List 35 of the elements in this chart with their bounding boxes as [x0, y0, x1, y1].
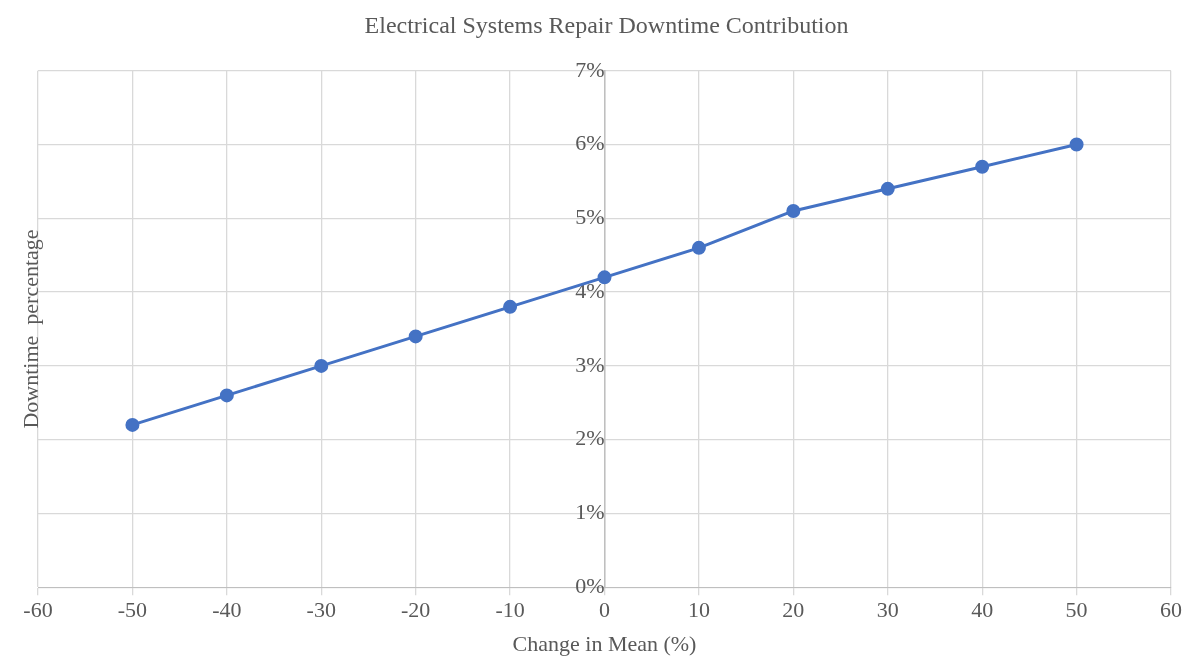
point [975, 159, 990, 174]
point [597, 270, 612, 285]
point [408, 329, 423, 344]
x-tick-label: -20 [401, 597, 431, 623]
point [691, 240, 706, 255]
y-tick-label: 7% [575, 56, 605, 82]
y-tick-label: 2% [575, 425, 605, 451]
x-tick-label: -40 [212, 597, 242, 623]
point [219, 388, 234, 403]
x-tick-label: 10 [687, 597, 710, 623]
x-tick-label: 50 [1065, 597, 1088, 623]
x-tick-label: -60 [23, 597, 53, 623]
y-tick-label: 6% [575, 130, 605, 156]
x-axis-title: Change in Mean (%) [512, 630, 697, 656]
y-tick-label: 5% [575, 204, 605, 230]
point [880, 181, 895, 196]
x-tick-label: -10 [495, 597, 525, 623]
x-tick-label: 20 [782, 597, 805, 623]
y-axis-title: Downtime percentage [17, 229, 43, 429]
y-tick-label: 1% [575, 499, 605, 525]
y-tick-label: 3% [575, 351, 605, 377]
point [1069, 137, 1084, 152]
y-tick-label: 4% [575, 277, 605, 303]
x-tick-label: -30 [306, 597, 336, 623]
point [786, 203, 801, 218]
x-tick-label: 40 [971, 597, 994, 623]
x-tick-label: 0 [599, 597, 610, 623]
chart-title: Electrical Systems Repair Downtime Contribution [364, 11, 849, 38]
y-tick-label: 0% [575, 572, 605, 598]
point [503, 299, 518, 314]
point [314, 358, 329, 373]
x-tick-label: 30 [876, 597, 899, 623]
x-tick-label: 60 [1160, 597, 1182, 623]
x-tick-label: -50 [117, 597, 148, 623]
point [125, 417, 140, 432]
